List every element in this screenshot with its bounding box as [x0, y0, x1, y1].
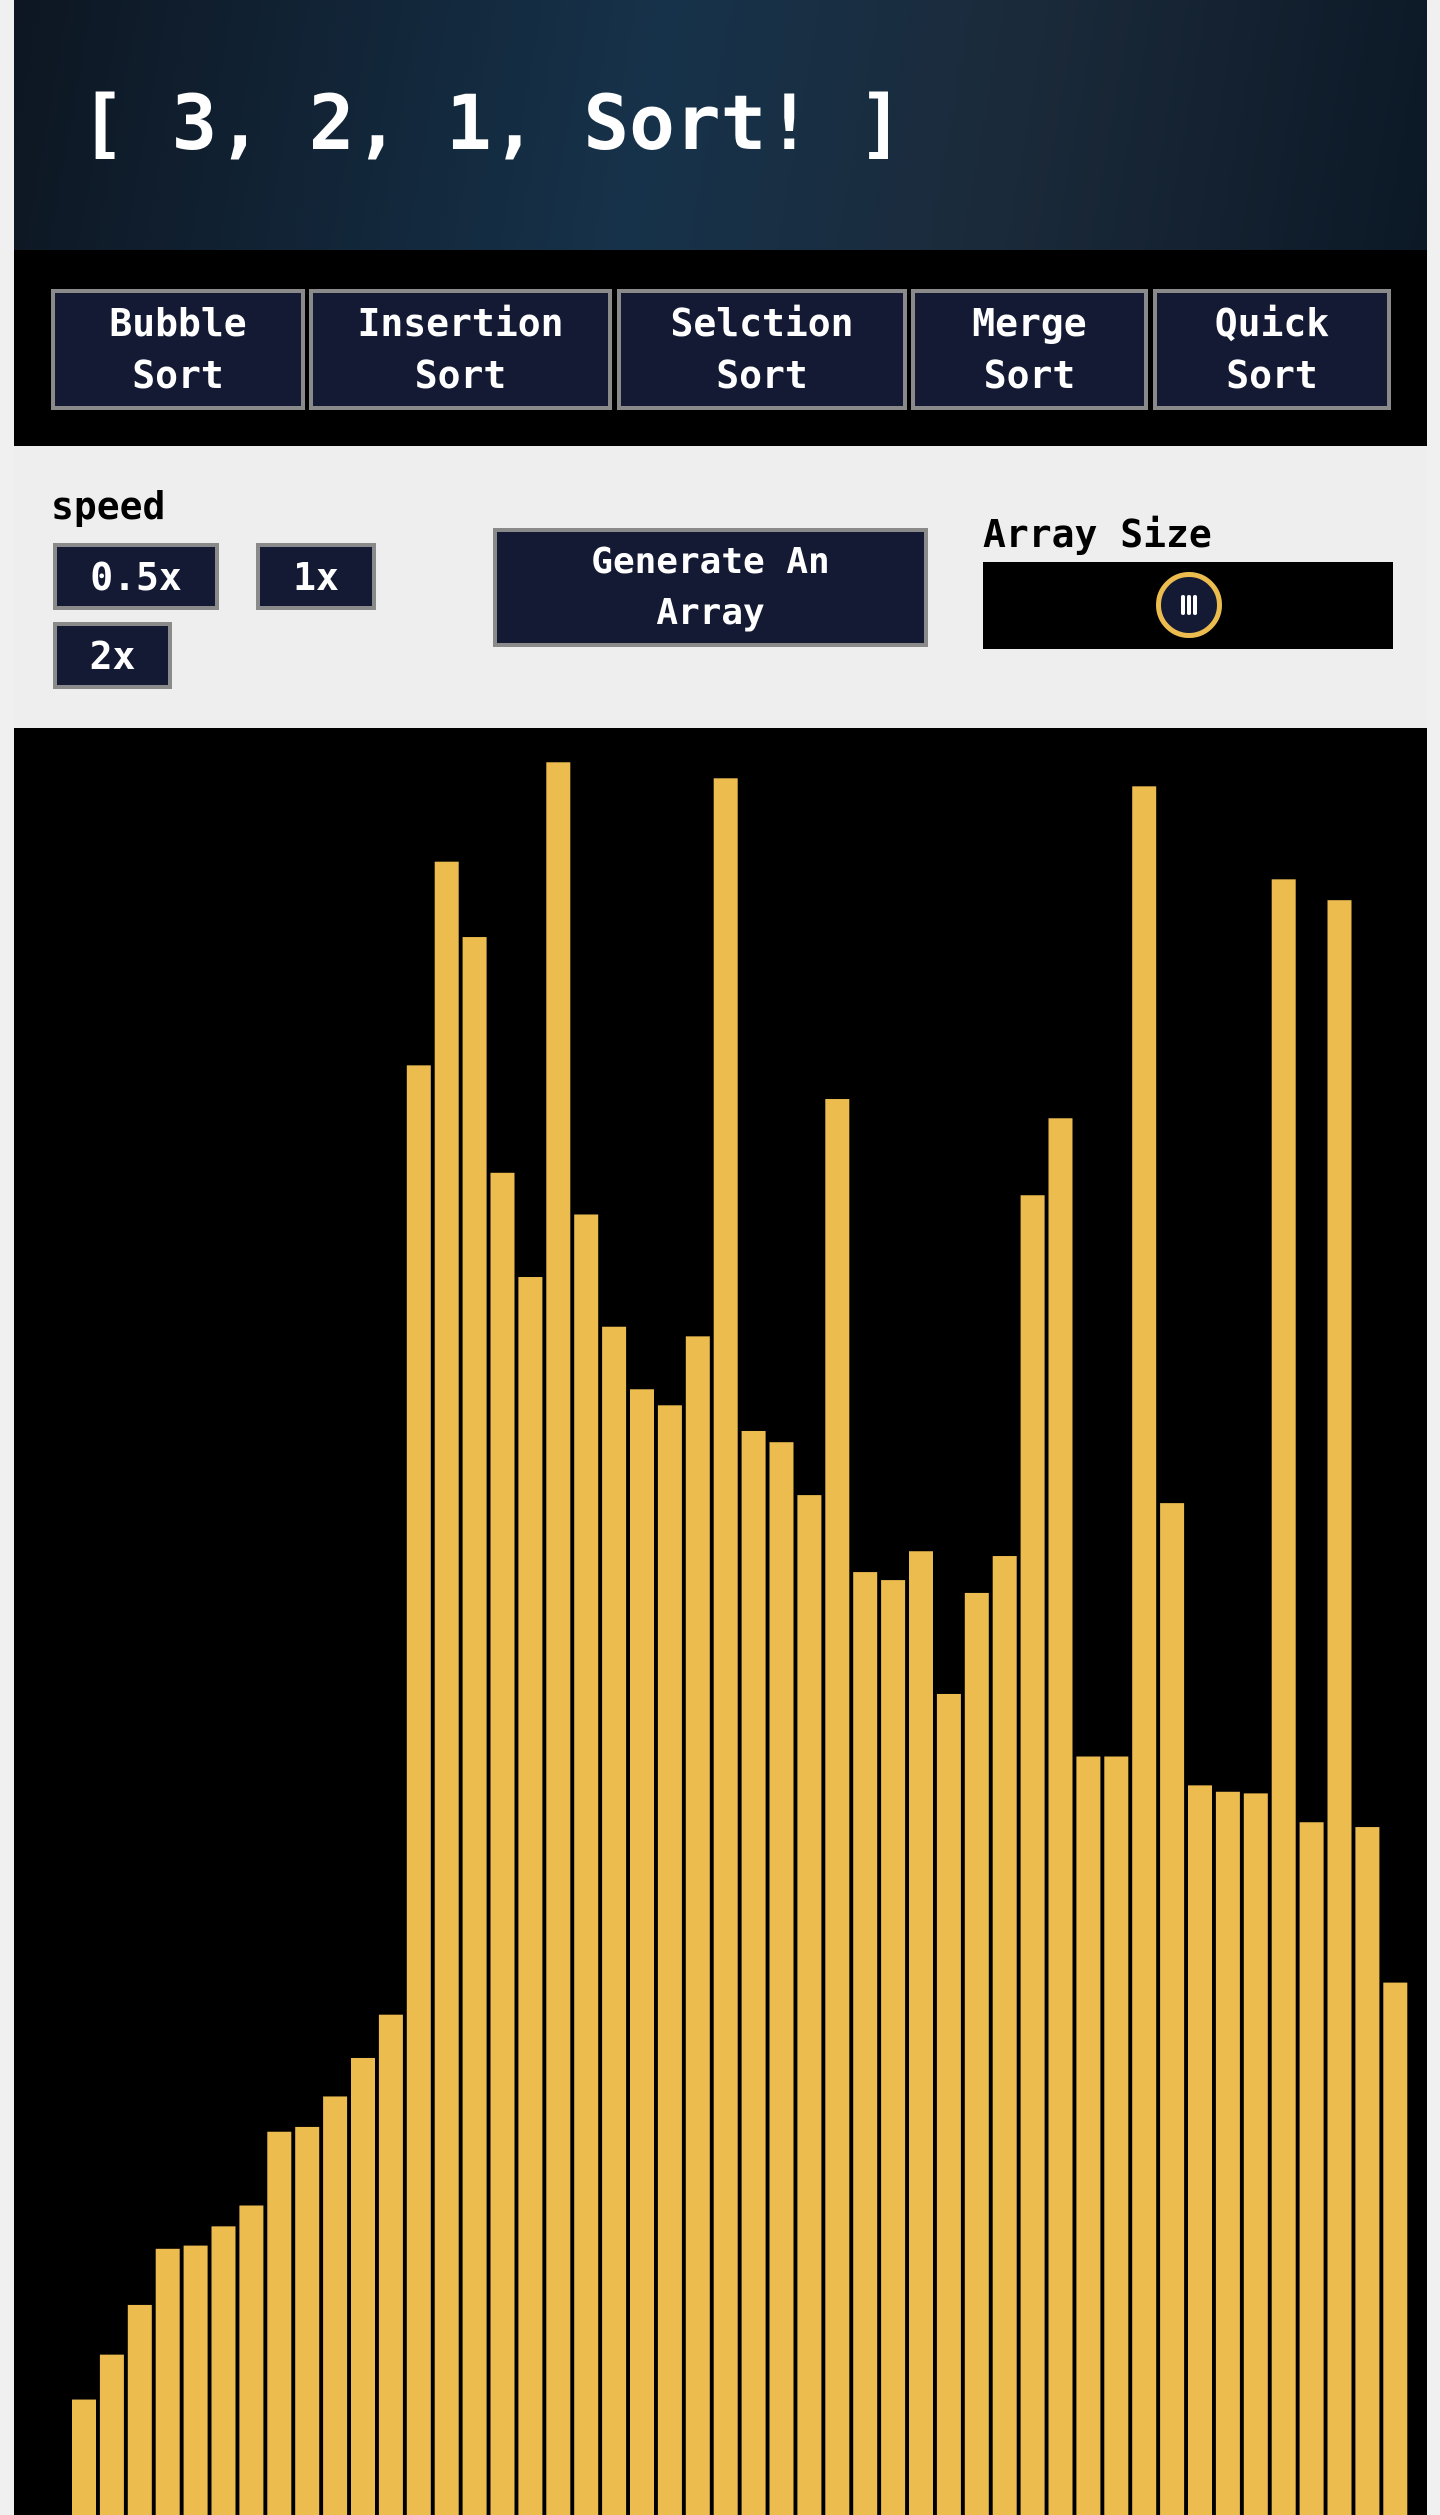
bar — [239, 2205, 264, 2515]
speed-button[interactable]: 0.5x — [53, 543, 219, 610]
knob-icon — [1181, 595, 1197, 615]
bar — [685, 1336, 710, 2515]
bar — [462, 937, 487, 2515]
array-bars — [14, 728, 1427, 2515]
bar — [378, 2014, 403, 2515]
algo-button[interactable]: Quick Sort — [1153, 289, 1391, 410]
bar — [1188, 1785, 1212, 2515]
bar — [630, 1389, 654, 2515]
bar — [1215, 1791, 1240, 2515]
bar — [295, 2126, 320, 2515]
bar — [1160, 1503, 1185, 2515]
algo-button[interactable]: Selction Sort — [617, 289, 907, 410]
speed-button[interactable]: 1x — [256, 543, 376, 610]
bar — [267, 2131, 292, 2515]
bar — [518, 1277, 543, 2515]
bar — [1076, 1756, 1101, 2515]
speed-label: speed — [51, 484, 166, 528]
bar — [183, 2245, 208, 2515]
bar — [1383, 1982, 1408, 2515]
bar — [99, 2354, 124, 2515]
bar — [992, 1556, 1017, 2515]
bar — [1243, 1793, 1268, 2515]
size-label: Array Size — [983, 512, 1212, 556]
bar — [825, 1099, 850, 2515]
bar — [657, 1405, 682, 2515]
algo-button[interactable]: Bubble Sort — [51, 289, 305, 410]
bar — [351, 2057, 375, 2515]
bar — [155, 2248, 180, 2515]
app-title: [ 3, 2, 1, Sort! ] — [80, 78, 904, 167]
bar — [323, 2096, 348, 2515]
bar — [964, 1592, 989, 2515]
speed-button[interactable]: 2x — [53, 622, 172, 689]
slider-knob[interactable] — [1156, 572, 1222, 638]
bar — [909, 1551, 933, 2515]
bar — [1132, 786, 1157, 2515]
bar — [1104, 1756, 1129, 2515]
bar — [490, 1172, 515, 2515]
bar — [1020, 1195, 1045, 2515]
bar — [574, 1214, 599, 2515]
banner — [14, 0, 1427, 250]
bar — [1271, 879, 1296, 2515]
bar — [1299, 1822, 1324, 2515]
bar — [797, 1495, 822, 2515]
bar — [769, 1442, 794, 2515]
bar — [853, 1572, 878, 2515]
bar — [1048, 1118, 1073, 2515]
generate-button[interactable]: Generate An Array — [493, 528, 928, 647]
bar — [881, 1580, 906, 2515]
bar — [1355, 1827, 1380, 2515]
bar — [406, 1065, 431, 2515]
bar — [211, 2226, 236, 2515]
bar — [127, 2304, 152, 2515]
bar — [936, 1693, 961, 2515]
bar — [1327, 900, 1352, 2515]
bar — [546, 762, 571, 2515]
bar — [434, 861, 459, 2515]
algo-button[interactable]: Merge Sort — [911, 289, 1148, 410]
bar — [602, 1326, 627, 2515]
algo-button[interactable]: Insertion Sort — [309, 289, 612, 410]
bar — [713, 778, 738, 2515]
bar — [741, 1430, 766, 2515]
bar — [72, 2399, 96, 2515]
